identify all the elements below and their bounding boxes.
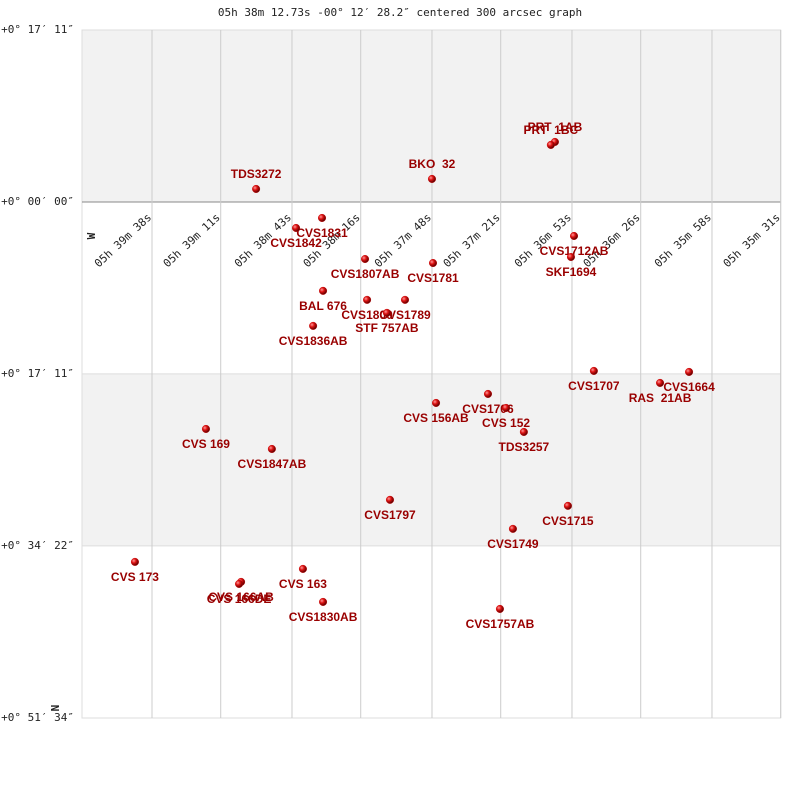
star-label: CVS1757AB	[466, 617, 535, 631]
star-label: BAL 676	[299, 299, 347, 313]
star-marker	[401, 295, 410, 304]
y-tick-label: +0° 34′ 22″	[1, 539, 74, 552]
star-label: PRT 1AB	[528, 120, 583, 134]
star-label: CVS1797	[364, 508, 416, 522]
star-marker	[429, 259, 438, 268]
star-marker	[319, 286, 328, 295]
star-label: CVS1831	[296, 226, 348, 240]
star-marker	[546, 140, 555, 149]
star-marker	[432, 398, 441, 407]
band	[82, 545, 781, 718]
star-marker	[685, 367, 694, 376]
y-tick-label: +0° 17′ 11″	[1, 23, 74, 36]
star-marker	[519, 427, 528, 436]
star-label: CVS1847AB	[238, 457, 307, 471]
star-marker	[563, 501, 572, 510]
y-tick-label: +0° 00′ 00″	[1, 195, 74, 208]
chart-title: 05h 38m 12.73s -00° 12′ 28.2″ centered 3…	[218, 6, 582, 19]
star-marker	[589, 366, 598, 375]
star-marker	[267, 444, 276, 453]
star-label: CVS 163	[279, 577, 327, 591]
star-label: PRT 1BC	[524, 123, 579, 137]
star-label: CVS1664	[663, 380, 715, 394]
star-marker	[566, 252, 575, 261]
star-label: CVS 169	[182, 437, 230, 451]
star-label: CVS 166DE	[207, 592, 272, 606]
star-label: CVS 166AB	[208, 590, 274, 604]
star-marker	[319, 597, 328, 606]
star-label: CVS 152	[482, 416, 530, 430]
star-label: CVS1807AB	[331, 267, 400, 281]
star-marker	[318, 213, 327, 222]
star-label: CVS1830AB	[289, 610, 358, 624]
star-label: CVS1712AB	[540, 244, 609, 258]
band	[82, 373, 781, 546]
star-marker	[502, 403, 511, 412]
star-marker	[427, 174, 436, 183]
star-marker	[570, 231, 579, 240]
north-label: N	[49, 705, 62, 712]
y-tick-label: +0° 17′ 11″	[1, 367, 74, 380]
star-label: STF 757AB	[355, 321, 419, 335]
star-marker	[361, 254, 370, 263]
star-marker	[483, 389, 492, 398]
star-label: RAS 21AB	[629, 391, 692, 405]
star-marker	[495, 604, 504, 613]
star-label: TDS3257	[499, 440, 550, 454]
star-marker	[130, 557, 139, 566]
star-marker	[252, 184, 261, 193]
star-label: CVS1842	[270, 236, 322, 250]
star-label: CVS 173	[111, 570, 159, 584]
star-marker	[309, 321, 318, 330]
star-marker	[656, 378, 665, 387]
star-label: CVS1836AB	[279, 334, 348, 348]
star-marker	[363, 295, 372, 304]
star-label: CVS1706	[462, 402, 514, 416]
star-marker	[298, 564, 307, 573]
star-label: CVS1715	[542, 514, 594, 528]
star-label: SKF1694	[546, 265, 597, 279]
star-marker	[385, 495, 394, 504]
band	[82, 201, 781, 374]
star-marker	[508, 524, 517, 533]
y-tick-label: +0° 51′ 34″	[1, 711, 74, 724]
star-label: TDS3272	[231, 167, 282, 181]
star-label: CVS1781	[407, 271, 459, 285]
west-label: W	[85, 232, 98, 239]
star-label: CVS 156AB	[403, 411, 469, 425]
star-label: CVS1707	[568, 379, 620, 393]
band	[82, 30, 781, 202]
star-label: CVS1749	[487, 537, 539, 551]
star-marker	[235, 579, 244, 588]
star-marker	[292, 223, 301, 232]
star-marker	[382, 308, 391, 317]
star-marker	[201, 424, 210, 433]
star-label: BKO 32	[409, 157, 456, 171]
star-label: CVS1789	[379, 308, 431, 322]
star-label: CVS1800	[341, 308, 393, 322]
